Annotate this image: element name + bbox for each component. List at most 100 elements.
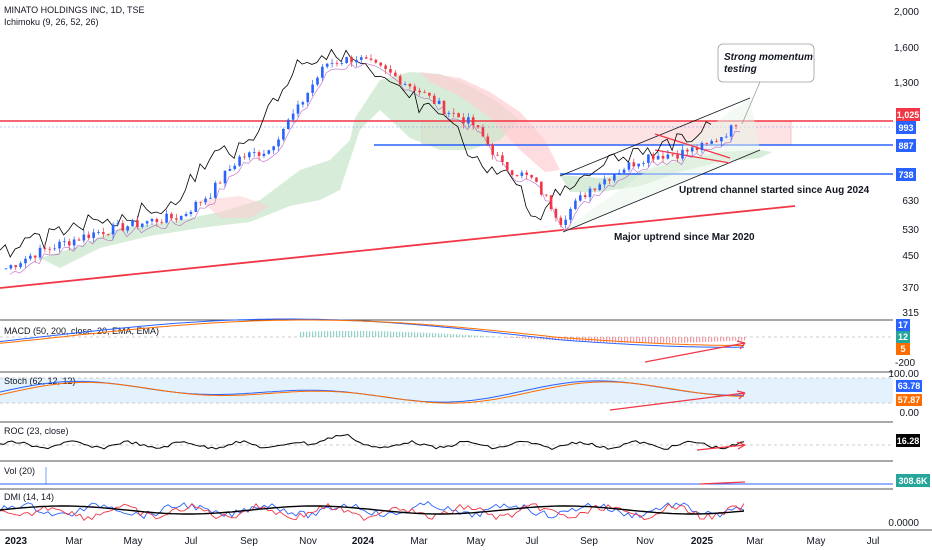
candle-body	[194, 201, 198, 212]
candle-body	[204, 198, 207, 203]
candle-body	[447, 112, 451, 114]
macd-hist-bar	[609, 337, 611, 343]
candle-body	[428, 92, 431, 96]
volume-pane: Vol (20)	[0, 466, 893, 485]
macd-hist-bar	[534, 337, 536, 340]
candle-body	[170, 213, 173, 219]
candle-body	[613, 174, 616, 181]
macd-hist-bar	[615, 337, 617, 343]
vol-trend-arrow	[699, 481, 746, 485]
candle-body	[82, 234, 86, 241]
candle-body	[622, 169, 626, 173]
macd-hist-bar	[720, 337, 722, 342]
macd-hist-bar	[648, 337, 650, 343]
candle-body	[651, 154, 655, 160]
candle-body	[311, 84, 314, 93]
candle-body	[710, 141, 713, 144]
macd-hist-bar	[429, 332, 431, 337]
candle-body	[4, 268, 8, 270]
candlesticks	[4, 54, 738, 271]
macd-hist-bar	[462, 334, 464, 337]
macd-hist-bar	[345, 331, 347, 337]
macd-hist-bar	[687, 337, 689, 343]
macd-hist-bar	[618, 337, 620, 343]
candle-body	[476, 125, 480, 128]
candle-body	[715, 141, 718, 142]
candle-body	[583, 195, 587, 198]
macd-hist-bar	[717, 337, 719, 342]
badge-738-label: 738	[898, 170, 913, 180]
candle-body	[647, 154, 650, 163]
channel-lower	[562, 149, 761, 233]
candle-body	[442, 100, 446, 114]
stoch-pane: Stoch (62, 12, 12)	[0, 376, 893, 411]
candle-body	[505, 161, 509, 171]
macd-hist-bar	[456, 334, 458, 337]
stoch-tick-100: 100.00	[888, 369, 919, 380]
candle-body	[43, 247, 47, 249]
candle-body	[77, 239, 81, 241]
time-tick-jul-23: Jul	[185, 536, 198, 547]
macd-hist-bar	[693, 337, 695, 343]
candle-body	[87, 234, 91, 239]
candle-body	[418, 90, 421, 93]
stoch-badge-d	[896, 394, 922, 406]
candle-body	[364, 57, 368, 59]
macd-hist-bar	[333, 331, 335, 337]
candle-body	[175, 218, 178, 220]
candle-body	[705, 142, 709, 144]
candle-body	[306, 92, 310, 103]
candle-body	[413, 86, 417, 91]
macd-hist-bar	[408, 332, 410, 337]
time-tick-mar-24: Mar	[410, 536, 428, 547]
macd-hist-bar	[315, 331, 317, 337]
momentum-annotation-line2: testing	[724, 64, 757, 75]
candle-body	[549, 195, 553, 210]
macd-hist-bar	[432, 333, 434, 337]
candle-body	[608, 179, 611, 181]
candle-body	[184, 214, 188, 216]
candle-body	[53, 248, 56, 250]
badge-887	[896, 139, 916, 152]
candle-body	[359, 57, 363, 60]
macd-hist-bar	[492, 336, 494, 337]
candle-body	[291, 113, 295, 120]
candle-body	[724, 136, 728, 138]
macd-hist-bar	[621, 337, 623, 343]
candle-body	[501, 155, 504, 162]
major-uptrend-line	[0, 205, 796, 289]
badge-1025-label: 1,025	[897, 110, 920, 120]
macd-trend-arrow	[644, 342, 746, 363]
macd-arrow-head	[736, 340, 746, 350]
candle-body	[262, 153, 266, 156]
candle-body	[661, 155, 665, 159]
candle-body	[389, 68, 392, 73]
candle-body	[734, 125, 738, 127]
macd-hist-bar	[531, 337, 533, 339]
candle-body	[515, 174, 519, 176]
stoch-badge-d-label: 57.87	[898, 395, 921, 405]
stoch-legend: Stoch (62, 12, 12)	[4, 376, 76, 386]
macd-hist-bar	[699, 337, 701, 343]
candle-body	[520, 172, 524, 176]
macd-hist-bar	[666, 337, 668, 343]
macd-hist-bar	[723, 337, 725, 342]
candle-body	[267, 150, 271, 154]
macd-hist-bar	[675, 337, 677, 343]
macd-hist-bar	[477, 335, 479, 337]
macd-hist-bar	[654, 337, 656, 343]
candle-body	[209, 197, 212, 199]
candle-body	[252, 152, 256, 153]
macd-hist-bar	[330, 331, 332, 337]
macd-hist-bar	[348, 331, 350, 337]
macd-hist-bar	[564, 337, 566, 341]
macd-hist-bar	[405, 331, 407, 337]
macd-badge-1	[896, 319, 910, 331]
macd-hist-bar	[540, 337, 542, 340]
momentum-annotation-line1: Strong momentum	[724, 52, 813, 63]
macd-hist-bar	[537, 337, 539, 340]
macd-hist-bar	[483, 335, 485, 337]
candle-body	[574, 200, 577, 209]
time-tick-may-25: May	[807, 536, 826, 547]
